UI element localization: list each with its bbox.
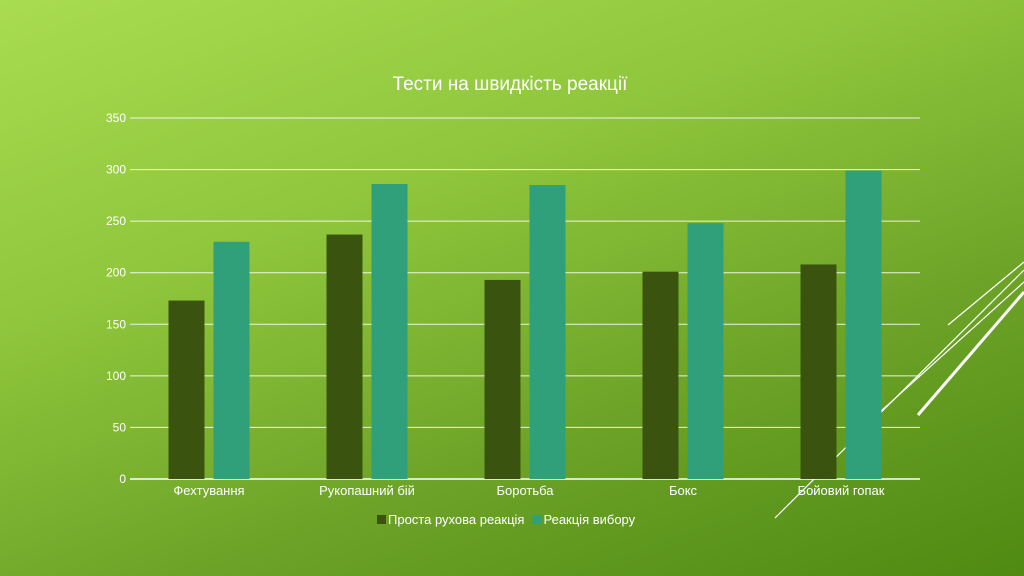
y-tick-label: 200	[106, 266, 126, 280]
x-category-label: Бокс	[669, 483, 698, 498]
bar	[529, 185, 566, 480]
legend: Проста рухова реакція Реакція вибору	[377, 512, 636, 527]
bars	[168, 170, 882, 480]
y-tick-label: 250	[106, 214, 126, 228]
y-tick-label: 0	[119, 472, 126, 486]
bar	[800, 264, 837, 479]
bar	[845, 170, 882, 480]
y-tick-label: 50	[113, 420, 127, 434]
y-tick-label: 150	[106, 317, 126, 331]
bar	[326, 234, 363, 479]
gridlines	[130, 117, 920, 480]
y-tick-label: 100	[106, 369, 126, 383]
bar	[642, 271, 679, 479]
bar	[168, 300, 205, 479]
x-category-label: Фехтування	[173, 483, 244, 498]
bar	[687, 223, 724, 479]
bar	[371, 184, 408, 480]
legend-swatch	[377, 515, 386, 524]
legend-label: Проста рухова реакція	[388, 512, 524, 527]
decor-line	[916, 291, 1024, 416]
x-category-label: Рукопашний бій	[319, 483, 415, 498]
x-category-label: Боротьба	[496, 483, 554, 498]
bar	[213, 241, 250, 479]
decor-line	[947, 261, 1024, 326]
x-axis-categories: Фехтування Рукопашний бій Боротьба Бокс Бойо…	[173, 483, 884, 498]
y-axis-ticks: 0 50 100 150 200 250 300 350	[106, 111, 126, 486]
y-tick-label: 350	[106, 111, 126, 125]
legend-swatch	[532, 515, 542, 524]
legend-label: Реакція вибору	[543, 512, 635, 527]
bar	[484, 279, 521, 479]
chart-title: Тести на швидкість реакції	[393, 74, 629, 95]
x-category-label: Бойовий гопак	[798, 483, 885, 498]
y-tick-label: 300	[106, 163, 126, 177]
